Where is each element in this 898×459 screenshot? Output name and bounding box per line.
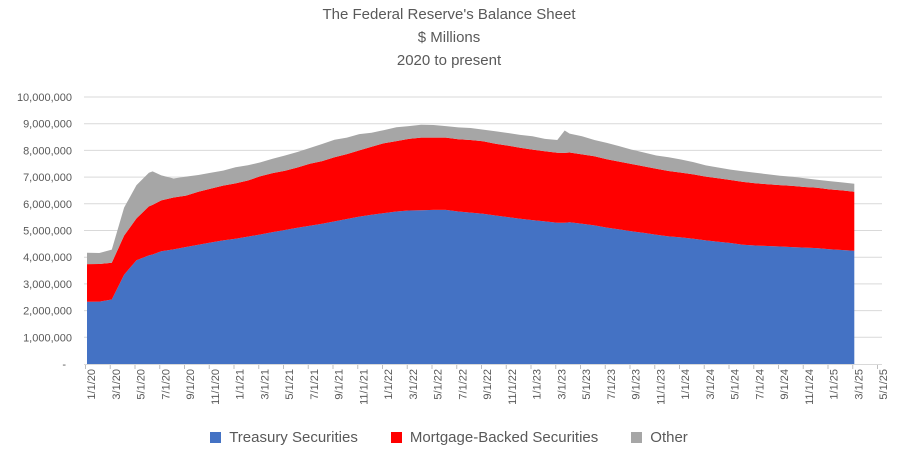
x-axis-label: 7/1/21 bbox=[309, 369, 321, 400]
x-axis-label: 3/1/22 bbox=[408, 369, 420, 400]
mortgage-backed-securities-legend-label: Mortgage-Backed Securities bbox=[409, 429, 599, 446]
legend-item-treasury-securities: Treasury Securities bbox=[210, 429, 358, 446]
chart-title: The Federal Reserve's Balance Sheet $ Mi… bbox=[0, 3, 898, 72]
y-axis-label: 4,000,000 bbox=[23, 252, 72, 264]
x-axis-label: 3/1/20 bbox=[111, 369, 123, 400]
y-axis-label: 10,000,000 bbox=[17, 92, 72, 104]
y-axis-label: 3,000,000 bbox=[23, 279, 72, 291]
other-legend-label: Other bbox=[650, 429, 688, 446]
y-axis-label: 8,000,000 bbox=[23, 145, 72, 157]
x-axis-label: 1/1/23 bbox=[532, 369, 544, 400]
y-axis-label: 5,000,000 bbox=[23, 226, 72, 238]
x-axis-label: 5/1/23 bbox=[581, 369, 593, 400]
y-axis-label: 6,000,000 bbox=[23, 199, 72, 211]
x-axis-label: 9/1/20 bbox=[185, 369, 197, 400]
mortgage-backed-securities-swatch-icon bbox=[390, 432, 402, 443]
x-axis-label: 5/1/25 bbox=[878, 369, 890, 400]
x-axis-label: 11/1/22 bbox=[507, 369, 519, 405]
x-axis-label: 3/1/25 bbox=[853, 369, 865, 400]
x-axis-label: 5/1/22 bbox=[433, 369, 445, 400]
x-axis-label: 1/1/25 bbox=[829, 369, 841, 400]
x-axis-label: 3/1/23 bbox=[556, 369, 568, 400]
x-axis-label: 9/1/23 bbox=[631, 369, 643, 400]
chart-title-line2: $ Millions bbox=[417, 29, 481, 46]
x-axis-label: 7/1/23 bbox=[606, 369, 618, 400]
chart-legend: Treasury Securities Mortgage-Backed Secu… bbox=[0, 429, 898, 446]
y-axis-label: 9,000,000 bbox=[23, 119, 72, 131]
x-axis-label: 1/1/20 bbox=[86, 369, 98, 400]
x-axis-label: 3/1/24 bbox=[705, 369, 717, 400]
x-axis-label: 7/1/22 bbox=[457, 369, 469, 400]
x-axis-label: 1/1/21 bbox=[235, 369, 247, 400]
x-axis-label: 11/1/20 bbox=[210, 369, 222, 405]
x-axis-label: 11/1/21 bbox=[358, 369, 370, 405]
chart-title-line1: The Federal Reserve's Balance Sheet bbox=[322, 6, 576, 23]
x-axis-label: 11/1/24 bbox=[804, 369, 816, 405]
x-axis-label: 3/1/21 bbox=[259, 369, 271, 400]
x-axis-label: 5/1/20 bbox=[136, 369, 148, 400]
x-axis-label: 7/1/24 bbox=[754, 369, 766, 400]
y-axis-label: 7,000,000 bbox=[23, 172, 72, 184]
y-axis-label: 1,000,000 bbox=[23, 332, 72, 344]
y-axis-label: 2,000,000 bbox=[23, 306, 72, 318]
area-mortgage-backed-securities bbox=[87, 137, 855, 302]
x-axis-label: 11/1/23 bbox=[655, 369, 667, 405]
other-swatch-icon bbox=[631, 432, 643, 443]
treasury-securities-legend-label: Treasury Securities bbox=[229, 429, 358, 446]
x-axis-label: 7/1/20 bbox=[160, 369, 172, 400]
x-axis-label: 1/1/22 bbox=[383, 369, 395, 400]
legend-item-mortgage-backed-securities: Mortgage-Backed Securities bbox=[390, 429, 599, 446]
legend-item-other: Other bbox=[631, 429, 688, 446]
x-axis-label: 5/1/21 bbox=[284, 369, 296, 400]
treasury-securities-swatch-icon bbox=[210, 432, 222, 443]
chart-title-line3: 2020 to present bbox=[396, 52, 502, 69]
area-other bbox=[87, 124, 855, 265]
x-axis-label: 1/1/24 bbox=[680, 369, 692, 400]
x-axis-label: 9/1/22 bbox=[482, 369, 494, 400]
area-treasury-securities bbox=[87, 209, 855, 364]
x-axis-label: 5/1/24 bbox=[730, 369, 742, 400]
x-axis-label: 9/1/21 bbox=[334, 369, 346, 400]
x-axis-label: 9/1/24 bbox=[779, 369, 791, 400]
y-axis-label: - bbox=[62, 359, 66, 371]
